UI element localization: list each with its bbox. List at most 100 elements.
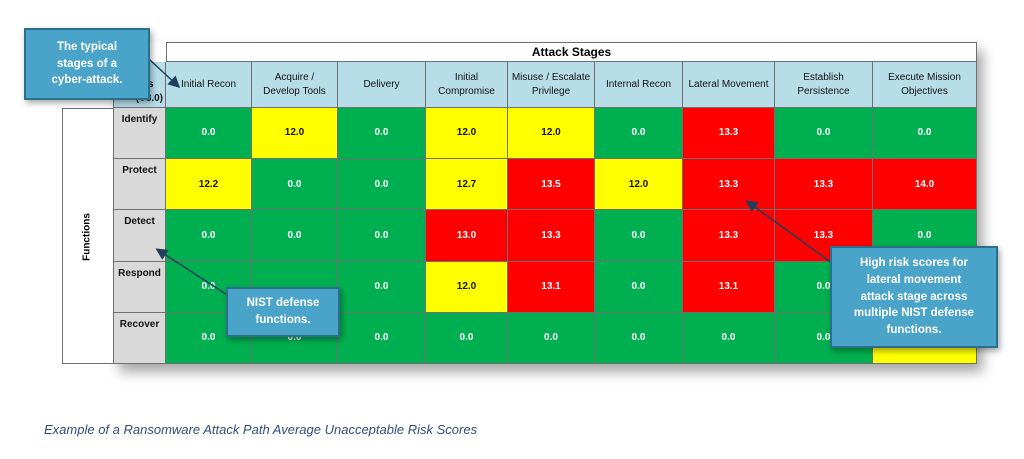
column-header-line: Lateral Movement: [688, 78, 769, 90]
row-label: Recover: [113, 312, 166, 364]
callout-attack-stages: The typical stages of a cyber-attack.: [24, 28, 150, 100]
heatmap-cell: 12.0: [252, 108, 338, 160]
cell-value: 0.0: [374, 332, 389, 344]
callout-line: High risk scores for: [859, 257, 968, 270]
cell-value: 0.0: [374, 280, 389, 292]
heatmap-cell: 0.0: [595, 261, 683, 313]
callout-nist-functions: NIST defense functions.: [226, 287, 340, 337]
heatmap-cell: 12.7: [426, 159, 508, 211]
heatmap-cell: 12.0: [595, 159, 683, 211]
column-header-line: Initial: [454, 72, 479, 83]
heatmap-cell: 0.0: [166, 210, 252, 262]
heatmap-cell: 0.0: [873, 108, 977, 160]
callout-line: NIST defense: [246, 297, 320, 310]
heatmap-cell: 0.0: [508, 312, 595, 364]
cell-value: 13.1: [718, 280, 739, 292]
cell-value: 12.0: [628, 178, 649, 190]
heatmap-cell: 0.0: [595, 108, 683, 160]
heatmap-cell: 0.0: [252, 159, 338, 211]
heatmap-cell: 0.0: [595, 210, 683, 262]
cell-value: 0.0: [631, 280, 646, 292]
heatmap-cell: 0.0: [338, 261, 426, 313]
cell-value: 12.0: [541, 127, 561, 139]
heatmap-cell: 13.3: [775, 159, 873, 211]
cell-value: 0.0: [721, 332, 736, 344]
heatmap-cell: 13.3: [683, 159, 775, 211]
column-header: Misuse / Escalate Privilege: [508, 62, 595, 108]
row-label: Protect: [113, 159, 166, 211]
heatmap-cell: 0.0: [338, 312, 426, 364]
callout-line: multiple NIST defense: [853, 307, 975, 320]
cell-value: 0.0: [287, 332, 302, 344]
callout-line: lateral movement: [866, 273, 962, 286]
heatmap-cell: 0.0: [338, 108, 426, 160]
column-header-line: Privilege: [531, 85, 571, 97]
heatmap-cell: 13.0: [426, 210, 508, 262]
column-header: Initial Compromise: [426, 62, 508, 108]
cell-value: 14.0: [914, 178, 935, 190]
column-header-line: Execute Mission: [888, 72, 961, 83]
column-header-line: Compromise: [438, 85, 495, 97]
column-header-line: Misuse / Escalate: [511, 72, 591, 83]
cell-value: 0.0: [631, 229, 646, 241]
column-header-line: Acquire /: [274, 72, 315, 83]
cell-value: 0.0: [816, 280, 831, 292]
heatmap-cell: 0.0: [252, 210, 338, 262]
cell-value: 12.0: [284, 127, 305, 139]
cell-value: 0.0: [201, 229, 216, 241]
heatmap-cell: 12.0: [508, 108, 595, 160]
column-header: Lateral Movement: [683, 62, 775, 108]
column-header-line: Internal Recon: [605, 78, 672, 90]
cell-value: 12.0: [456, 127, 477, 139]
cell-value: 13.3: [813, 229, 834, 241]
column-header: Initial Recon: [166, 62, 252, 108]
cell-value: 0.0: [201, 280, 216, 292]
heatmap-cell: 0.0: [338, 210, 426, 262]
column-header-line: Initial Recon: [180, 78, 237, 90]
cell-value: 0.0: [917, 229, 932, 241]
cell-value: 13.3: [718, 229, 739, 241]
column-header-line: Establish: [803, 72, 844, 83]
cell-value: 13.5: [541, 178, 561, 190]
callout-line: cyber-attack.: [51, 74, 123, 87]
functions-axis-box: [62, 108, 113, 364]
column-header: Internal Recon: [595, 62, 683, 108]
callout-line: stages of a: [56, 57, 118, 70]
heatmap-cell: 0.0: [426, 312, 508, 364]
chart-title: Attack Stages: [166, 42, 977, 62]
cell-value: 0.0: [816, 332, 831, 344]
figure-caption: Example of a Ransomware Attack Path Aver…: [44, 422, 478, 437]
cell-value: 0.0: [374, 178, 389, 190]
cell-value: 0.0: [201, 332, 216, 344]
heatmap-cell: 0.0: [683, 312, 775, 364]
cell-value: 12.0: [456, 280, 477, 292]
heatmap-cell: 12.2: [166, 159, 252, 211]
callout-line: functions.: [255, 314, 311, 326]
cell-value: 0.0: [631, 332, 646, 344]
heatmap-cell: 13.1: [508, 261, 595, 313]
column-header: Delivery: [338, 62, 426, 108]
column-header-line: Delivery: [363, 78, 400, 90]
heatmap-cell: 0.0: [775, 108, 873, 160]
cell-value: 12.2: [198, 178, 219, 190]
column-header: Acquire / Develop Tools: [252, 62, 338, 108]
cell-value: 0.0: [287, 229, 302, 241]
heatmap-cell: 13.5: [508, 159, 595, 211]
row-label: Respond: [113, 261, 166, 313]
column-header: Execute Mission Objectives: [873, 62, 977, 108]
callout-line: attack stage across: [860, 290, 968, 303]
heatmap-cell: 0.0: [595, 312, 683, 364]
heatmap-cell: 12.0: [426, 108, 508, 160]
cell-value: 13.3: [718, 178, 739, 190]
callout-high-risk: High risk scores for lateral movement at…: [830, 246, 998, 348]
cell-value: 0.0: [459, 332, 474, 344]
cell-value: 13.3: [813, 178, 834, 190]
heatmap-cell: 13.3: [508, 210, 595, 262]
cell-value: 0.0: [374, 229, 389, 241]
heatmap-cell: 12.0: [426, 261, 508, 313]
cell-value: 0.0: [816, 127, 831, 139]
cell-value: 0.0: [544, 332, 558, 344]
heatmap-cell: 0.0: [166, 108, 252, 160]
heatmap-cell: 13.3: [683, 210, 775, 262]
y-axis-label: Functions: [81, 213, 93, 261]
